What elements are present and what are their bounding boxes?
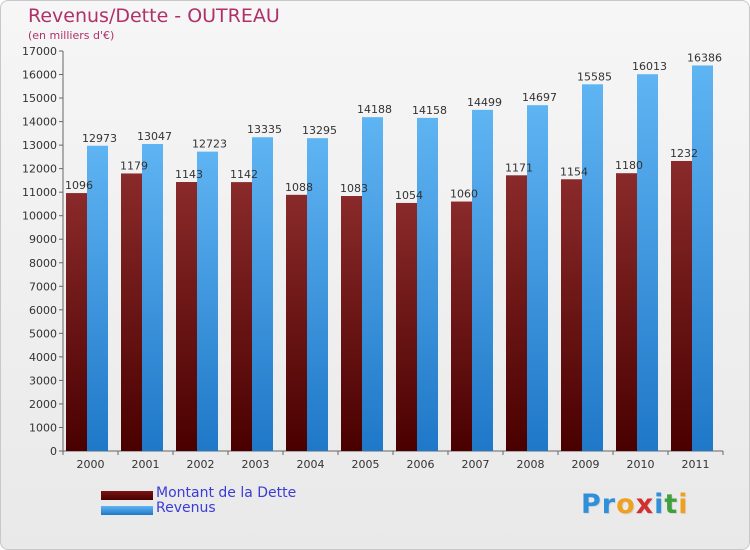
data-label-revenus: 16386 [687, 51, 722, 64]
y-tick-label: 6000 [29, 304, 57, 317]
y-tick-label: 3000 [29, 374, 57, 387]
y-tick-label: 1000 [29, 421, 57, 434]
x-tick-label: 2005 [352, 458, 380, 471]
bar-debt [506, 175, 527, 451]
bar-debt [396, 202, 417, 451]
legend-swatch-revenus [101, 506, 153, 515]
bar-debt [66, 193, 87, 451]
x-tick-label: 2011 [682, 458, 710, 471]
bar-revenus [87, 145, 108, 452]
bar-revenus [252, 137, 273, 451]
y-tick-label: 17000 [22, 45, 57, 58]
y-tick-label: 7000 [29, 280, 57, 293]
chart-title: Revenus/Dette - OUTREAU [28, 5, 280, 27]
legend-label-debt: Montant de la Dette [156, 485, 297, 501]
bar-revenus [307, 138, 328, 452]
bar-revenus [197, 151, 218, 451]
data-label-debt: 1142 [230, 168, 258, 181]
legend-label-revenus: Revenus [156, 500, 216, 516]
data-label-revenus: 14158 [412, 104, 447, 117]
data-label-revenus: 12973 [82, 132, 117, 145]
y-tick-label: 5000 [29, 327, 57, 340]
x-tick-label: 2000 [77, 458, 105, 471]
x-tick-label: 2010 [627, 458, 655, 471]
bar-debt [176, 182, 197, 451]
y-tick-label: 8000 [29, 257, 57, 270]
y-tick-label: 10000 [22, 210, 57, 223]
y-tick-label: 2000 [29, 398, 57, 411]
data-labels: 1096 12973 1179 13047 1143 12723 1142 13335 1088… [65, 51, 722, 202]
data-label-debt: 1083 [340, 182, 368, 195]
data-label-revenus: 15585 [577, 70, 612, 83]
data-label-debt: 1143 [175, 168, 203, 181]
unit-label: (en milliers d'€) [28, 29, 115, 42]
x-tick-label: 2001 [132, 458, 160, 471]
bar-revenus [417, 117, 438, 451]
bar-debt [671, 160, 692, 451]
axes: 0 1000 2000 3000 4000 5000 6000 7000 8000 9000 100… [22, 45, 724, 471]
bar-debt [286, 194, 307, 451]
data-label-revenus: 13047 [137, 130, 172, 143]
x-tick-label: 2006 [407, 458, 435, 471]
data-label-revenus: 12723 [192, 138, 227, 151]
data-label-revenus: 14499 [467, 96, 502, 109]
data-label-debt: 1060 [450, 188, 478, 201]
legend-swatch-debt [101, 491, 153, 500]
data-label-debt: 1232 [670, 147, 698, 160]
data-label-revenus: 14188 [357, 103, 392, 116]
data-label-debt: 1180 [615, 159, 643, 172]
data-label-revenus: 16013 [632, 60, 667, 73]
data-label-revenus: 13335 [247, 123, 282, 136]
bar-debt [231, 182, 252, 451]
bar-debt [121, 173, 142, 451]
data-label-debt: 1171 [505, 161, 533, 174]
bar-debt [561, 179, 582, 451]
y-tick-label: 13000 [22, 139, 57, 152]
y-tick-label: 15000 [22, 92, 57, 105]
bar-debt [616, 173, 637, 451]
x-tick-label: 2002 [187, 458, 215, 471]
bar-revenus [692, 65, 713, 452]
bars [66, 65, 713, 452]
x-tick-label: 2009 [572, 458, 600, 471]
y-tick-label: 16000 [22, 69, 57, 82]
data-label-debt: 1154 [560, 165, 588, 178]
data-label-revenus: 13295 [302, 124, 337, 137]
bar-revenus [527, 105, 548, 451]
proxiti-logo: Proxiti [581, 489, 689, 520]
data-label-debt: 1179 [120, 159, 148, 172]
bar-revenus [582, 84, 603, 451]
y-tick-label: 11000 [22, 186, 57, 199]
y-tick-label: 4000 [29, 351, 57, 364]
data-label-debt: 1096 [65, 179, 93, 192]
bar-revenus [142, 144, 163, 451]
data-label-debt: 1054 [395, 189, 423, 202]
x-tick-label: 2008 [517, 458, 545, 471]
x-tick-label: 2007 [462, 458, 490, 471]
bar-revenus [637, 74, 658, 452]
bar-debt [341, 196, 362, 451]
y-tick-label: 9000 [29, 233, 57, 246]
bar-revenus [362, 117, 383, 451]
x-tick-label: 2003 [242, 458, 270, 471]
y-tick-label: 14000 [22, 116, 57, 129]
bar-debt [451, 201, 472, 451]
bar-revenus [472, 109, 493, 452]
y-tick-label: 0 [50, 445, 57, 458]
x-tick-label: 2004 [297, 458, 325, 471]
y-tick-label: 12000 [22, 163, 57, 176]
data-label-revenus: 14697 [522, 91, 557, 104]
data-label-debt: 1088 [285, 181, 313, 194]
